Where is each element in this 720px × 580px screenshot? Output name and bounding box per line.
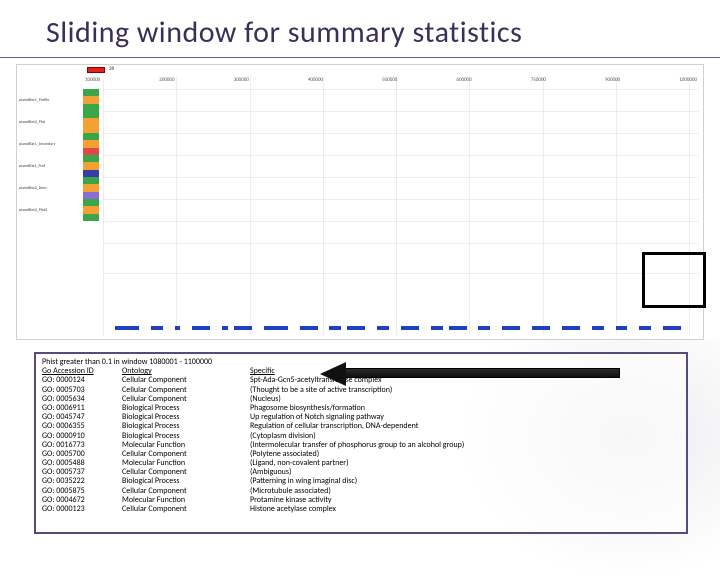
gridline (469, 77, 470, 335)
gridline (543, 77, 544, 335)
track-row (103, 273, 699, 295)
gene-model (431, 326, 443, 330)
go-table: Go Accession ID Ontology Specific GO: 00… (42, 367, 680, 514)
track-label: pianoBlot2_Plot (19, 111, 81, 133)
legend-swatch (83, 155, 99, 177)
chrom-label: 2R (109, 66, 114, 72)
axis-tick: 300000 (234, 77, 249, 87)
legend-color-column (83, 89, 99, 221)
slide-title: Sliding window for summary statistics (0, 0, 720, 58)
gene-model (192, 326, 210, 330)
track-row (103, 177, 699, 199)
genome-browser: 2R 1000002000003000004000005000006000007… (16, 64, 704, 340)
track-labels: pianoBlot1_ProfilepianoBlot2_PlotpianoBl… (19, 89, 81, 287)
go-id: GO: 0000123 (42, 505, 114, 514)
track-row (103, 221, 699, 243)
track-label: pianoBlot1_Profile (19, 89, 81, 111)
gene-models-row (103, 321, 699, 335)
gene-model (616, 326, 628, 330)
axis-tick: 100000 (85, 77, 100, 87)
gene-model (562, 326, 580, 330)
legend-swatch (83, 177, 99, 199)
axis-tick: 400000 (308, 77, 323, 87)
gene-model (115, 326, 139, 330)
gene-model (639, 326, 651, 330)
track-row (103, 89, 699, 111)
callout-arrow (320, 364, 620, 384)
gene-model (401, 326, 419, 330)
gene-model (151, 326, 163, 330)
track-row (103, 133, 699, 155)
gene-model (532, 326, 550, 330)
track-row (103, 155, 699, 177)
track-row (103, 243, 699, 273)
gene-model (377, 326, 389, 330)
gene-model (663, 326, 681, 330)
gene-model (592, 326, 604, 330)
go-ontology: Cellular Component (122, 505, 242, 514)
gene-model (502, 326, 520, 330)
track-row (103, 111, 699, 133)
track-row (103, 199, 699, 221)
go-specific: Histone acetylase complex (250, 505, 680, 514)
track-label: pianoBlot2_Dens (19, 177, 81, 199)
gridline (396, 77, 397, 335)
chrom-indicator (87, 67, 105, 73)
go-specific: (Thought to be a site of active transcri… (250, 386, 680, 395)
gridline (176, 77, 177, 335)
gridline (323, 77, 324, 335)
highlight-rectangle (642, 252, 706, 308)
legend-swatch (83, 89, 99, 111)
legend-swatch (83, 111, 99, 133)
gridline (616, 77, 617, 335)
legend-swatch (83, 199, 99, 221)
gene-model (329, 326, 341, 330)
axis-tick: 750000 (531, 77, 546, 87)
axis-tick: 200000 (159, 77, 174, 87)
legend-swatch (83, 133, 99, 155)
track-label: pianoBlat1_Secondary (19, 133, 81, 155)
gridline (250, 77, 251, 335)
gene-model (300, 326, 318, 330)
track-label: pianoBlat1_Prof (19, 155, 81, 177)
gridline (103, 77, 104, 335)
go-specific: (Ligand, non-covalent partner) (250, 459, 680, 468)
gene-model (264, 326, 288, 330)
gene-model (347, 326, 365, 330)
gene-model (478, 326, 490, 330)
tracks-area (103, 89, 699, 295)
gene-model (449, 326, 467, 330)
axis-tick: 900000 (605, 77, 620, 87)
track-label: pianoBlot2_Plot2 (19, 199, 81, 221)
gene-model (222, 326, 228, 330)
